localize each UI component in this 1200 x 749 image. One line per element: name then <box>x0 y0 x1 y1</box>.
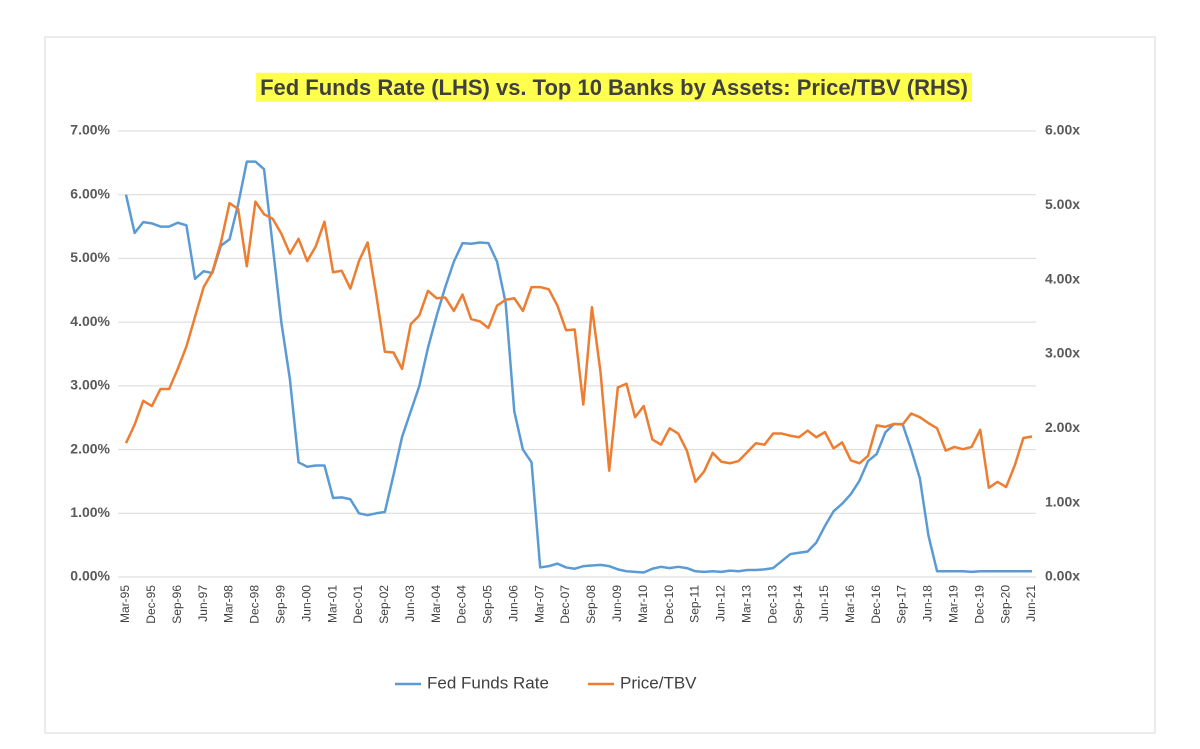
x-tick-label: Sep-20 <box>998 585 1012 624</box>
y2-tick-label: 3.00x <box>1045 345 1080 361</box>
y-tick-label: 2.00% <box>70 440 110 456</box>
x-tick-label: Mar-10 <box>636 585 650 623</box>
x-tick-label: Mar-04 <box>429 585 443 623</box>
y-tick-label: 0.00% <box>70 568 110 584</box>
x-tick-label: Sep-05 <box>481 585 495 624</box>
y-tick-label: 7.00% <box>70 122 110 138</box>
y2-tick-label: 6.00x <box>1045 122 1080 138</box>
y-tick-label: 6.00% <box>70 185 110 201</box>
x-tick-label: Mar-19 <box>947 585 961 623</box>
x-tick-label: Jun-12 <box>714 585 728 622</box>
x-tick-label: Sep-02 <box>377 585 391 624</box>
y2-tick-label: 4.00x <box>1045 270 1080 286</box>
series-line <box>124 160 1032 574</box>
x-tick-label: Mar-95 <box>118 585 132 623</box>
x-tick-label: Dec-16 <box>869 585 883 624</box>
x-tick-label: Jun-21 <box>1024 585 1038 622</box>
x-tick-label: Sep-96 <box>170 585 184 624</box>
x-tick-label: Sep-08 <box>584 585 598 624</box>
x-tick-label: Dec-95 <box>144 585 158 624</box>
x-tick-label: Jun-18 <box>921 585 935 622</box>
title-highlight <box>256 72 972 102</box>
x-tick-label: Jun-97 <box>196 585 210 622</box>
y2-tick-label: 5.00x <box>1045 196 1080 212</box>
x-tick-label: Jun-09 <box>610 585 624 622</box>
x-tick-label: Sep-11 <box>688 585 702 623</box>
x-tick-label: Dec-10 <box>662 585 676 624</box>
y-tick-label: 5.00% <box>70 249 110 265</box>
y-tick-label: 4.00% <box>70 313 110 329</box>
x-tick-label: Mar-98 <box>222 585 236 623</box>
x-tick-label: Dec-07 <box>558 585 572 624</box>
x-tick-label: Mar-16 <box>843 585 857 623</box>
x-tick-label: Mar-13 <box>739 585 753 623</box>
chart-frame <box>44 36 1156 734</box>
x-tick-label: Jun-06 <box>506 585 520 622</box>
y2-tick-label: 0.00x <box>1045 568 1080 584</box>
x-tick-label: Dec-19 <box>972 585 986 624</box>
x-tick-label: Jun-00 <box>299 585 313 622</box>
x-tick-label: Dec-13 <box>765 585 779 624</box>
x-tick-label: Dec-98 <box>248 585 262 624</box>
y-tick-label: 1.00% <box>70 504 110 520</box>
legend-label: Fed Funds Rate <box>427 673 549 692</box>
y-tick-label: 3.00% <box>70 377 110 393</box>
x-tick-label: Sep-14 <box>791 585 805 624</box>
x-tick-label: Mar-01 <box>325 585 339 623</box>
y2-tick-label: 2.00x <box>1045 419 1080 435</box>
x-tick-label: Sep-99 <box>273 585 287 624</box>
x-tick-label: Sep-17 <box>895 585 909 624</box>
x-tick-label: Dec-04 <box>455 585 469 624</box>
x-tick-label: Mar-07 <box>532 585 546 623</box>
x-tick-label: Dec-01 <box>351 585 365 624</box>
x-tick-label: Jun-03 <box>403 585 417 622</box>
series-line <box>124 200 1033 490</box>
x-tick-label: Jun-15 <box>817 585 831 622</box>
legend-label: Price/TBV <box>620 673 697 692</box>
y2-tick-label: 1.00x <box>1045 493 1080 509</box>
chart-title: Fed Funds Rate (LHS) vs. Top 10 Banks by… <box>260 75 968 100</box>
